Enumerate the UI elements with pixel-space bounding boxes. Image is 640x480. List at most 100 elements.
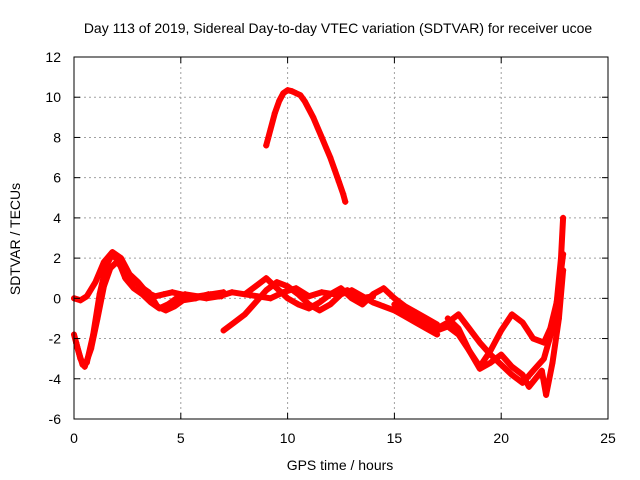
data-point [241, 311, 248, 318]
series-arc-3 [73, 259, 225, 370]
data-point [316, 307, 323, 314]
data-point [525, 383, 532, 390]
data-point [81, 363, 88, 370]
data-point [555, 315, 562, 322]
data-point [252, 299, 259, 306]
data-point [301, 98, 308, 105]
data-point [380, 285, 387, 292]
data-point [284, 87, 291, 94]
data-point [487, 359, 494, 366]
series-arc-4 [220, 279, 441, 338]
data-point [476, 365, 483, 372]
data-point [327, 301, 334, 308]
data-point [169, 289, 176, 296]
data-point [380, 303, 387, 310]
x-tick-label: 10 [280, 430, 296, 446]
data-point [284, 295, 291, 302]
data-point [92, 279, 99, 286]
x-tick-label: 20 [493, 430, 509, 446]
data-point [288, 88, 295, 95]
y-axis: -6 -4 -2 0 2 4 6 8 10 12 [45, 49, 608, 427]
data-point [391, 301, 398, 308]
data-point [423, 325, 430, 332]
data-point [530, 335, 537, 342]
data-point [263, 275, 270, 282]
data-point [359, 293, 366, 300]
data-point [532, 375, 539, 382]
grid-lines [74, 57, 608, 419]
data-point [412, 319, 419, 326]
y-tick-label: -6 [49, 411, 62, 427]
data-point [252, 283, 259, 290]
x-tick-label: 25 [600, 430, 616, 446]
data-point [295, 301, 302, 308]
data-point [560, 267, 567, 274]
data-point [271, 110, 278, 117]
data-point [128, 275, 135, 282]
data-point [192, 295, 199, 302]
y-tick-label: -4 [49, 371, 62, 387]
data-point [402, 307, 409, 314]
data-point [434, 325, 441, 332]
y-tick-label: 12 [45, 49, 61, 65]
data-point [231, 319, 238, 326]
data-point [335, 178, 342, 185]
data-series-layer [71, 87, 567, 398]
data-point [109, 251, 116, 258]
data-point [297, 92, 304, 99]
data-point [171, 303, 178, 310]
data-point [145, 289, 152, 296]
data-point [348, 287, 355, 294]
data-point [107, 265, 114, 272]
data-point [276, 98, 283, 105]
data-point [348, 295, 355, 302]
data-point [77, 297, 84, 304]
data-point [444, 315, 451, 322]
data-point [476, 339, 483, 346]
chart-title: Day 113 of 2019, Sidereal Day-to-day VTE… [84, 20, 593, 36]
data-point [314, 124, 321, 131]
data-point [83, 293, 90, 300]
x-tick-label: 5 [177, 430, 185, 446]
data-point [455, 325, 462, 332]
data-point [508, 311, 515, 318]
data-point [130, 285, 137, 292]
data-point [229, 289, 236, 296]
data-point [391, 295, 398, 302]
data-point [466, 325, 473, 332]
data-point [305, 293, 312, 300]
y-tick-label: 8 [53, 129, 61, 145]
data-point [295, 291, 302, 298]
data-point [305, 305, 312, 312]
data-point [273, 285, 280, 292]
data-point [327, 154, 334, 161]
data-point [263, 287, 270, 294]
y-tick-label: 0 [53, 290, 61, 306]
y-axis-label: SDTVAR / TECUs [7, 183, 23, 295]
data-point [280, 90, 287, 97]
data-point [549, 359, 556, 366]
data-point [100, 283, 107, 290]
data-point [342, 198, 349, 205]
data-point [543, 391, 550, 398]
data-point [530, 367, 537, 374]
y-tick-label: 10 [45, 89, 61, 105]
data-point [331, 166, 338, 173]
data-point [498, 327, 505, 334]
data-point [540, 355, 547, 362]
x-tick-label: 0 [70, 430, 78, 446]
series-arc-6 [263, 87, 349, 205]
data-point [122, 275, 129, 282]
data-point [318, 134, 325, 141]
data-point [293, 90, 300, 97]
x-axis-label: GPS time / hours [287, 457, 394, 473]
data-point [316, 299, 323, 306]
data-point [423, 319, 430, 326]
data-point [560, 214, 567, 221]
y-tick-label: 4 [53, 210, 61, 226]
data-point [120, 265, 127, 272]
data-point [173, 295, 180, 302]
data-point [487, 351, 494, 358]
plot-frame [73, 56, 609, 420]
